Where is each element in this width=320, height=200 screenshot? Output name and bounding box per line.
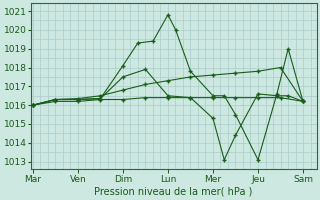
X-axis label: Pression niveau de la mer( hPa ): Pression niveau de la mer( hPa ) xyxy=(94,187,253,197)
